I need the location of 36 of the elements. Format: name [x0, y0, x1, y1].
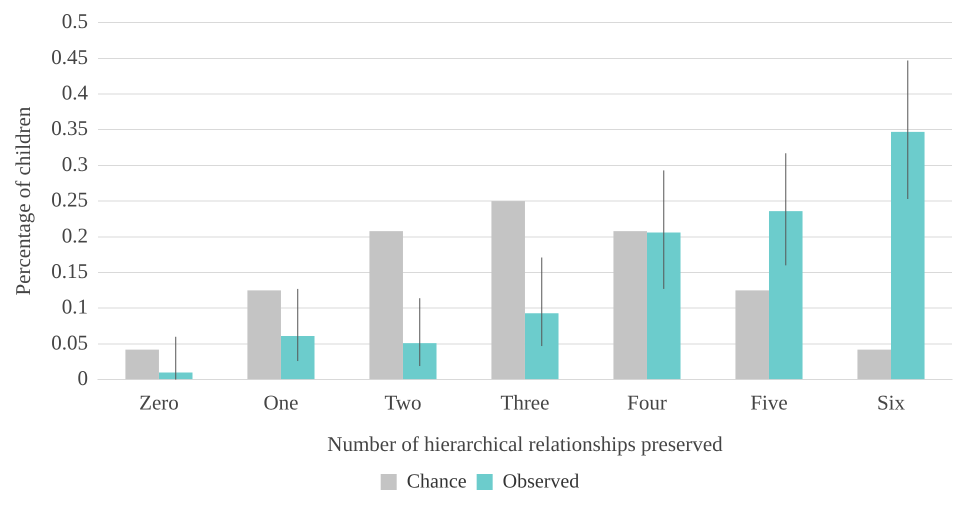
- bar: [857, 350, 891, 380]
- bar: [768, 211, 803, 380]
- bar: [735, 290, 769, 380]
- x-tick-label: Two: [384, 390, 422, 415]
- y-tick-label: 0.5: [62, 9, 88, 34]
- y-tick-label: 0: [77, 366, 88, 390]
- bar: [280, 336, 315, 380]
- bar: [524, 313, 559, 380]
- y-tick-label: 0.3: [62, 152, 88, 176]
- y-tick-label: 0.35: [51, 116, 88, 140]
- x-tick-label: Four: [627, 390, 667, 415]
- y-axis-title: Percentage of children: [11, 106, 36, 296]
- y-tick-label: 0.4: [62, 80, 88, 105]
- y-tick-label: 0.05: [51, 330, 88, 354]
- y-tick-label: 0.15: [51, 259, 88, 284]
- bar: [613, 231, 647, 380]
- bar: [646, 232, 681, 380]
- x-tick-label: Zero: [139, 390, 179, 415]
- x-tick-label: Three: [500, 390, 550, 415]
- x-tick-label: Five: [750, 390, 788, 415]
- bar: [158, 372, 193, 380]
- bar: [369, 231, 403, 380]
- x-tick-label: Six: [876, 390, 906, 415]
- x-tick-label: One: [263, 390, 298, 415]
- y-tick-label: 0.25: [51, 188, 88, 212]
- bar: [491, 201, 525, 380]
- bar: [247, 290, 281, 380]
- legend-label: Observed: [502, 470, 580, 492]
- y-tick-label: 0.1: [62, 294, 88, 319]
- bar: [125, 350, 159, 380]
- x-axis-title: Number of hierarchical relationships preserved: [327, 432, 724, 456]
- bar: [890, 132, 925, 380]
- legend-label: Chance: [406, 470, 467, 492]
- y-tick-label: 0.45: [51, 44, 88, 69]
- bar: [402, 343, 437, 380]
- y-tick-label: 0.2: [62, 223, 88, 248]
